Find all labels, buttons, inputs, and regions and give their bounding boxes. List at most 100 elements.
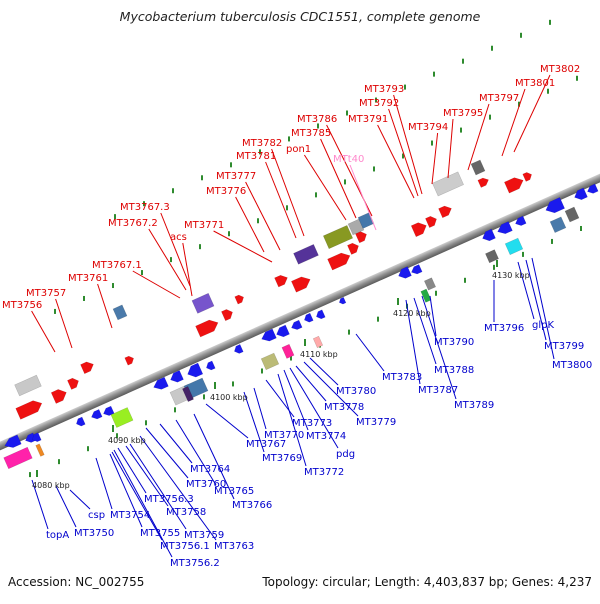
feature-arrow [187, 362, 204, 378]
leader-line [531, 257, 555, 360]
feature-box [191, 292, 215, 314]
tick-row-upper [518, 101, 520, 107]
reverse-gene [587, 183, 599, 194]
forward-gene [50, 389, 67, 404]
feature-box [110, 407, 134, 428]
feature-arrow [291, 319, 303, 330]
feature-arrow [304, 312, 314, 323]
tick-row-lower [493, 264, 495, 270]
forward-gene-label: MT3791 [348, 114, 388, 125]
leader-line [148, 228, 187, 291]
leader-line [213, 230, 273, 263]
forward-gene-label: MT3782 [242, 138, 282, 149]
leader-line [117, 447, 147, 494]
reverse-gene-label: csp [88, 510, 105, 521]
tick-row-lower [58, 459, 60, 465]
reverse-gene [187, 362, 204, 378]
leader-line [31, 479, 49, 530]
feature-arrow [221, 309, 233, 322]
forward-gene [438, 205, 452, 219]
feature-arrow [67, 377, 79, 390]
tick-row-upper [257, 218, 259, 224]
forward-gene [347, 242, 359, 255]
leader-line [253, 387, 267, 430]
feature-arrow [153, 376, 169, 390]
feature-arrow [545, 197, 565, 214]
forward-gene-label: MT3767.2 [108, 218, 158, 229]
tick-row-upper [286, 205, 288, 211]
reverse-gene [515, 215, 527, 226]
reverse-gene-label: MT3796 [484, 323, 524, 334]
tick-row-lower [435, 290, 437, 296]
feature-box [182, 386, 194, 402]
feature-arrow [410, 222, 427, 238]
tick-row-lower [174, 407, 176, 413]
feature-box [432, 171, 464, 197]
feature-box [504, 237, 524, 256]
feature-arrow [234, 294, 244, 305]
tick-row-lower [203, 394, 205, 400]
feature-box-olive [260, 352, 280, 371]
feature-box [3, 446, 33, 470]
leader-line [467, 103, 490, 171]
reverse-gene-label: MT3783 [382, 372, 422, 383]
tick-row-lower [87, 446, 89, 452]
reverse-gene-label: MT3780 [336, 386, 376, 397]
forward-gene-label: MT3776 [206, 186, 246, 197]
tick-row-outer [433, 71, 435, 77]
reverse-gene [545, 197, 565, 214]
feature-arrow [398, 266, 412, 279]
scale-label: 4110 kbp [300, 350, 338, 359]
tick-row-upper [199, 244, 201, 250]
feature-box-dark [485, 249, 499, 264]
feature-arrow [574, 187, 588, 201]
reverse-gene [304, 312, 314, 323]
scale-label: 4080 kbp [32, 481, 70, 490]
leader-line [277, 373, 307, 467]
reverse-gene [76, 416, 86, 427]
forward-gene [410, 222, 427, 238]
leader-line [95, 457, 113, 510]
leader-line [501, 88, 526, 157]
leader-line [393, 94, 423, 195]
forward-gene-label: MT3797 [479, 93, 519, 104]
tick-row-lower [290, 355, 292, 361]
forward-gene-label: MT3802 [540, 64, 580, 75]
reverse-gene-label: pdg [336, 449, 355, 460]
leader-line [160, 212, 191, 287]
feature-arrow [482, 228, 496, 242]
leader-line [113, 449, 173, 558]
scale-tick [36, 470, 38, 477]
feature-box-purple [293, 244, 319, 265]
tick-row-upper [576, 75, 578, 81]
feature-arrow [170, 370, 184, 383]
reverse-gene-label: MT3750 [74, 528, 114, 539]
leader-line [525, 259, 547, 341]
feature-box-grey [432, 171, 464, 197]
leader-line [109, 453, 143, 528]
tick-row-upper [83, 295, 85, 301]
forward-gene-label: MT3777 [216, 171, 256, 182]
reverse-gene [103, 405, 115, 416]
tick-row-outer [230, 162, 232, 168]
forward-gene [522, 172, 532, 182]
forward-gene [504, 177, 524, 194]
leader-line [271, 148, 305, 237]
feature-box [260, 352, 280, 371]
forward-gene-label: MT3761 [68, 273, 108, 284]
tick-row-upper [315, 192, 317, 198]
tick-row-outer [549, 19, 551, 25]
forward-gene [195, 319, 219, 338]
forward-gene-label: MT3785 [291, 128, 331, 139]
tick-row-upper [54, 308, 56, 314]
forward-gene-label: MT3767.1 [92, 260, 142, 271]
feature-box [35, 443, 45, 457]
tick-row-outer [462, 58, 464, 64]
reverse-gene-label: MT3764 [190, 464, 230, 475]
leader-line [303, 154, 347, 221]
feature-box [564, 206, 580, 223]
feature-box-dark [564, 206, 580, 223]
reverse-gene [316, 309, 326, 320]
reverse-gene [482, 228, 496, 242]
